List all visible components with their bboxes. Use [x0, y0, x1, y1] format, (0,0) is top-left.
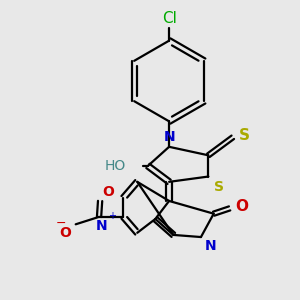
Text: S: S	[214, 180, 224, 194]
Text: O: O	[235, 199, 248, 214]
Text: N: N	[163, 130, 175, 144]
Text: Cl: Cl	[162, 11, 176, 26]
Text: +: +	[107, 211, 116, 221]
Text: S: S	[239, 128, 250, 142]
Text: N: N	[205, 239, 217, 253]
Text: −: −	[56, 217, 66, 230]
Text: O: O	[60, 226, 71, 240]
Text: N: N	[95, 219, 107, 233]
Text: O: O	[102, 185, 114, 199]
Text: HO: HO	[104, 159, 126, 173]
